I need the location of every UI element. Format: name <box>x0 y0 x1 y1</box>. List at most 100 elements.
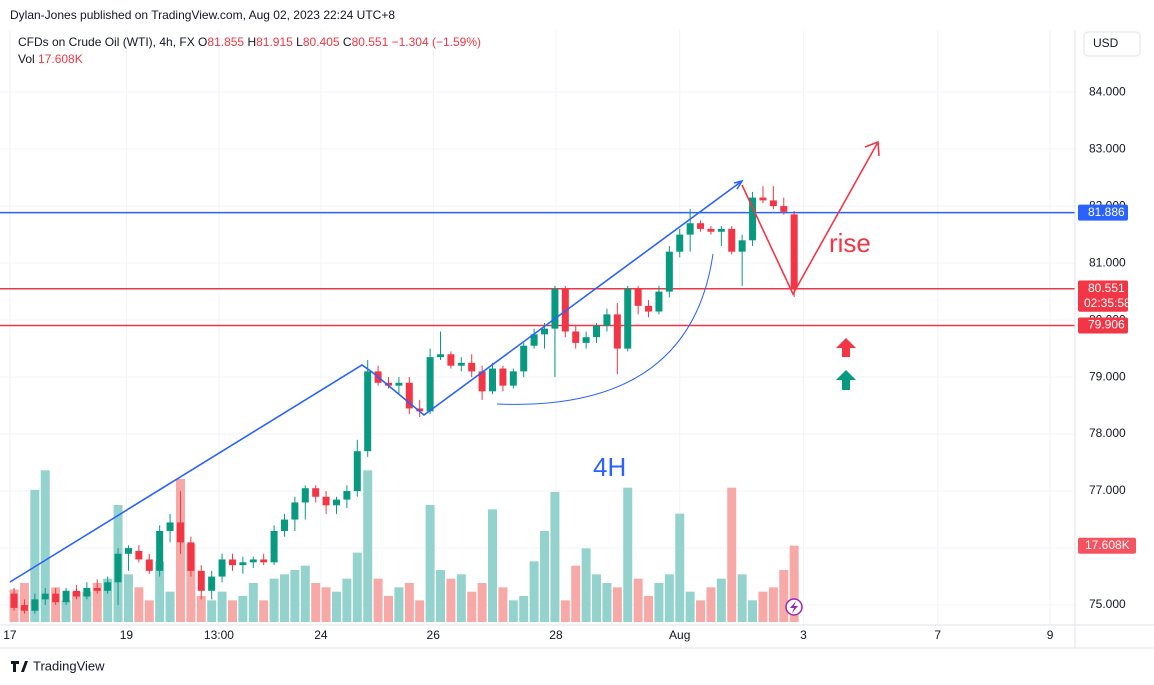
candle-body <box>551 288 559 329</box>
volume-bar <box>571 565 581 622</box>
ohlc-value: 81.915 <box>256 35 293 49</box>
volume-bar <box>123 574 133 622</box>
candle-body <box>208 576 216 591</box>
candle-body <box>145 559 153 571</box>
candle-body <box>322 496 330 506</box>
volume-bar <box>103 578 113 622</box>
level-tag <box>1078 204 1128 221</box>
volume-bar <box>92 583 102 622</box>
trend-line <box>9 180 743 583</box>
candle-body <box>468 362 476 372</box>
x-tick-label: 3 <box>800 628 807 642</box>
volume-bar <box>311 583 321 622</box>
volume-bar <box>342 578 352 622</box>
candle-body <box>104 582 112 591</box>
candle-body <box>10 593 18 608</box>
volume-bar <box>529 561 539 622</box>
volume-bar <box>217 591 227 622</box>
arrow-head <box>733 179 744 190</box>
candle-body <box>83 587 91 597</box>
candle-body <box>676 234 684 252</box>
candle-body <box>156 530 164 571</box>
time-axis-bg <box>0 625 1154 685</box>
candle-body <box>530 334 538 346</box>
candle-body <box>291 502 299 520</box>
volume-bar <box>144 600 154 622</box>
currency-label: USD <box>1093 36 1119 50</box>
last-price-tag <box>1078 280 1128 312</box>
projection-line <box>741 141 879 296</box>
volume-value: 17.608K <box>38 52 83 66</box>
price-axis-bg <box>1075 0 1154 685</box>
y-tick-label: 84.000 <box>1089 84 1126 98</box>
volume-bar <box>664 574 674 622</box>
candle-body <box>520 345 528 372</box>
volume-bar <box>446 578 456 622</box>
candle-body <box>280 519 288 531</box>
candle-body <box>93 587 101 591</box>
volume-bar <box>550 492 560 622</box>
volume-bar <box>82 591 92 622</box>
volume-tag-label: 17.608K <box>1085 538 1130 552</box>
volume-bar <box>612 587 622 622</box>
x-tick-label: 7 <box>934 628 941 642</box>
up-arrow-icon <box>836 338 856 357</box>
volume-bar <box>436 570 446 622</box>
volume-name: Vol <box>18 52 35 66</box>
candle-body <box>31 599 39 611</box>
volume-bar <box>61 600 71 622</box>
ohlc-value: 80.551 <box>351 35 389 49</box>
axes: 84.00083.00082.00081.00080.00079.00078.0… <box>3 84 1136 642</box>
x-tick-label: 13:00 <box>204 628 234 642</box>
candle-body <box>20 605 28 611</box>
candle-body <box>541 328 549 335</box>
level-tag-label: 79.906 <box>1088 318 1125 332</box>
candle-body <box>260 559 268 563</box>
candle-body <box>114 553 122 583</box>
volume-bar <box>592 574 602 622</box>
volume-bar <box>789 545 799 622</box>
candle-body <box>509 371 517 386</box>
ohlc-letter: O <box>198 35 208 49</box>
last-price-tag-label: 80.551 <box>1088 281 1125 295</box>
candle-body <box>717 228 725 232</box>
candle-body <box>343 491 351 500</box>
volume-bar <box>540 531 550 622</box>
volume-bar <box>727 487 737 622</box>
up-arrow-icon <box>836 370 856 390</box>
candle-body <box>707 228 715 232</box>
volume-bar <box>331 591 341 622</box>
volume-bar <box>352 552 362 622</box>
countdown: 02:35:58 <box>1084 296 1131 310</box>
ohlc-value: 81.855 <box>207 35 245 49</box>
x-tick-label: 19 <box>120 628 134 642</box>
volume-bar <box>758 591 768 622</box>
volume-bar <box>716 578 726 622</box>
candle-body <box>697 223 705 229</box>
volume-bar <box>633 578 643 622</box>
volume-bar <box>654 583 664 622</box>
level-tag <box>1078 317 1128 334</box>
volume-bar <box>737 574 747 622</box>
volume-bar <box>259 600 269 622</box>
symbol: CFDs on Crude Oil (WTI), 4h, FX <box>18 35 195 49</box>
candle-body <box>52 593 60 603</box>
volume-bar <box>321 587 331 622</box>
candle-body <box>603 314 611 326</box>
candle-body <box>457 362 465 366</box>
x-tick-label: 9 <box>1047 628 1054 642</box>
y-tick-label: 78.000 <box>1089 426 1126 440</box>
x-tick-label: 28 <box>549 628 563 642</box>
alert-bolt <box>790 601 798 613</box>
candle-body <box>239 562 247 566</box>
volume-bar <box>155 561 165 622</box>
volume-bar <box>290 570 300 622</box>
candle-body <box>437 354 445 358</box>
volume-bar <box>40 470 50 622</box>
logo-text: TradingView <box>33 658 105 673</box>
x-tick-label: 26 <box>427 628 441 642</box>
ohlc-letter: C <box>342 35 352 49</box>
volume-bar <box>238 596 248 622</box>
candle-body <box>790 214 798 289</box>
currency-button[interactable] <box>1083 31 1141 57</box>
